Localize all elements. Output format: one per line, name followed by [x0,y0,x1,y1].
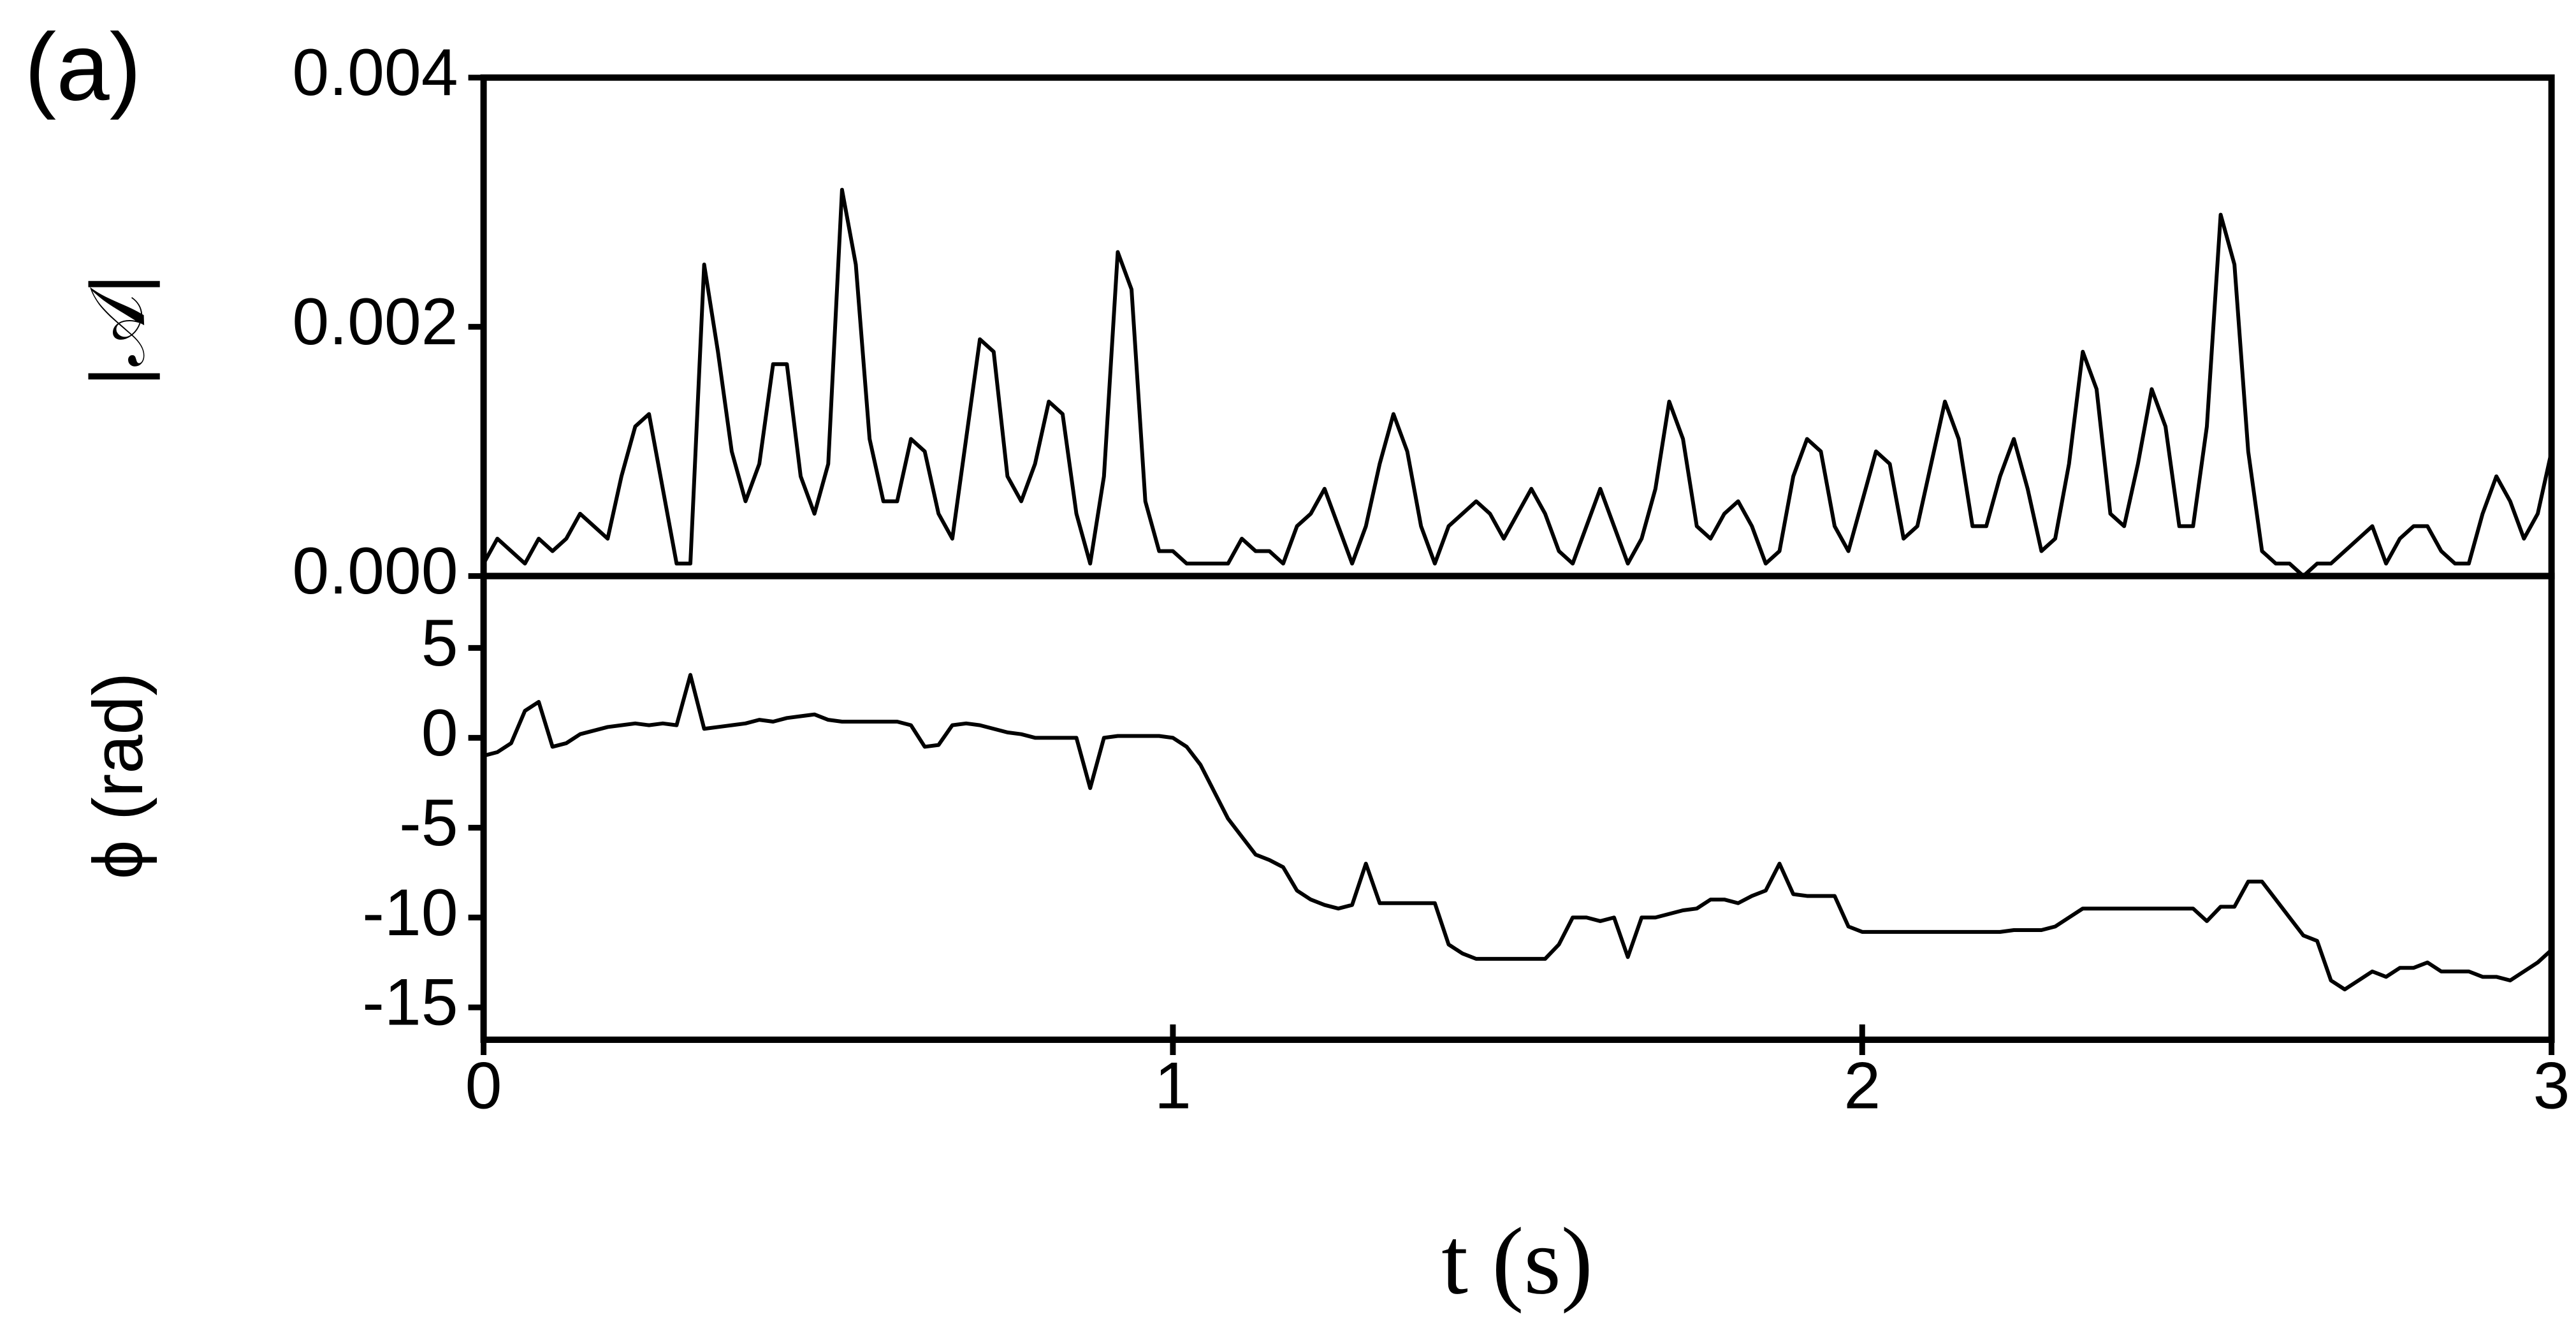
y-tick-label: -10 [362,876,458,950]
y-tick-label: -5 [399,786,458,860]
plot-frame [480,572,2555,1043]
x-tick-label: 1 [1154,1049,1191,1123]
data-line [483,673,2553,992]
x-axis-label: t (s) [1441,1208,1592,1314]
data-line [481,187,2554,578]
y-tick-label: 0.004 [292,36,458,110]
panel-label: (a) [24,13,141,120]
x-tick-label: 0 [465,1049,502,1123]
y-tick-label: 5 [421,606,458,680]
y-tick-label: 0.002 [292,285,458,359]
x-tick-label: 2 [1844,1049,1881,1123]
y-axis-label: |𝒜| [75,274,161,386]
y-axis-label: ϕ (rad) [79,673,157,879]
y-tick-label: 0.000 [292,534,458,608]
plot-frame [480,74,2555,579]
y-tick-label: 0 [421,696,458,770]
x-tick-label: 3 [2533,1049,2570,1123]
y-tick-label: -15 [362,966,458,1040]
